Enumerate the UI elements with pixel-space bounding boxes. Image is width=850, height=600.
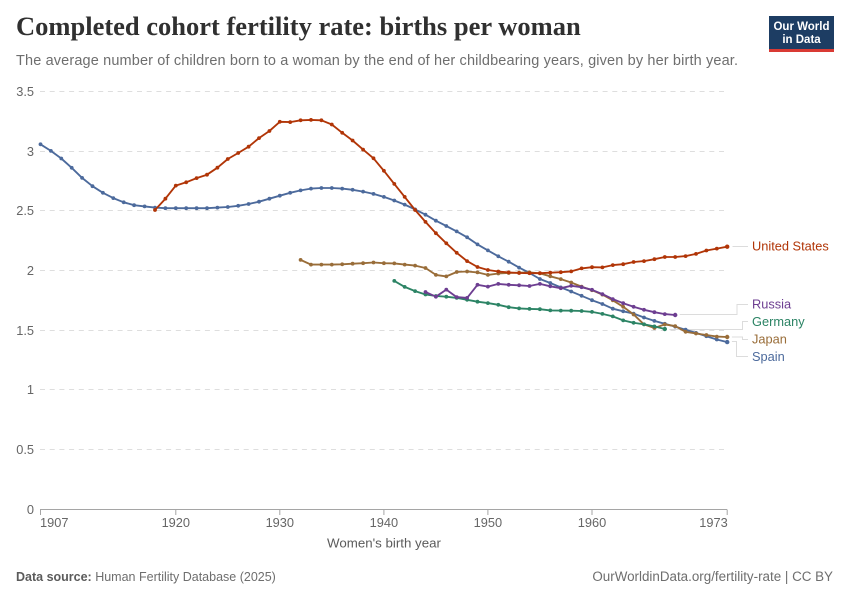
svg-text:1907: 1907 xyxy=(40,515,68,530)
svg-text:United States: United States xyxy=(752,239,829,254)
svg-text:3: 3 xyxy=(27,144,34,159)
svg-text:3.5: 3.5 xyxy=(16,84,34,99)
svg-text:1930: 1930 xyxy=(266,515,294,530)
svg-text:Russia: Russia xyxy=(752,297,792,312)
svg-text:Germany: Germany xyxy=(752,314,805,329)
svg-text:1.5: 1.5 xyxy=(16,323,34,338)
svg-text:Spain: Spain xyxy=(752,349,785,364)
svg-text:1: 1 xyxy=(27,382,34,397)
svg-text:0: 0 xyxy=(27,502,34,517)
svg-text:1960: 1960 xyxy=(578,515,606,530)
svg-text:2.5: 2.5 xyxy=(16,203,34,218)
svg-text:1920: 1920 xyxy=(162,515,190,530)
svg-text:1940: 1940 xyxy=(370,515,398,530)
svg-text:2: 2 xyxy=(27,263,34,278)
svg-text:Japan: Japan xyxy=(752,331,787,346)
svg-text:1973: 1973 xyxy=(699,515,727,530)
svg-text:0.5: 0.5 xyxy=(16,442,34,457)
svg-text:Women's birth year: Women's birth year xyxy=(327,536,441,551)
svg-text:1950: 1950 xyxy=(474,515,502,530)
